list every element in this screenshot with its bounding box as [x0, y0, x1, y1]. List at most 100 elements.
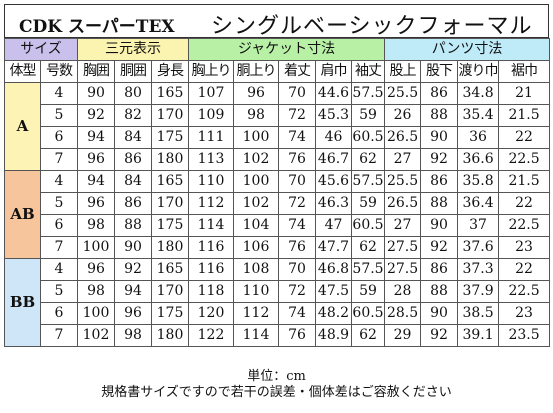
table-cell: 5 — [40, 104, 78, 127]
table-cell: 170 — [151, 280, 189, 303]
table-cell: 98 — [77, 280, 115, 303]
table-cell: 80 — [114, 82, 152, 105]
table-cell: 70 — [278, 258, 316, 281]
table-cell: 94 — [114, 280, 152, 303]
table-row: 7 102 98 180 122 114 76 48.9 62 29 92 39.1 23.5 — [5, 324, 551, 347]
table-row: 7 100 90 180 116 106 76 47.7 62 27.5 92 37.6 23 — [5, 236, 551, 259]
table-cell: 102 — [77, 324, 115, 347]
group-header-size: サイズ — [4, 38, 78, 61]
table-cell: 84 — [114, 170, 152, 193]
table-cell: 36 — [457, 126, 500, 149]
brand-title: CDK スーパーTEX — [19, 17, 175, 37]
table-cell: 180 — [151, 148, 189, 171]
table-cell: 165 — [151, 258, 189, 281]
table-row: BB 4 96 92 165 116 108 70 46.8 57.5 27.5 86 37.3 22 — [4, 258, 551, 347]
table-cell: 112 — [188, 192, 234, 215]
table-cell: 92 — [114, 258, 152, 281]
column-header: 股上 — [384, 60, 422, 83]
table-cell: 72 — [278, 280, 316, 303]
group-header-pants: パンツ寸法 — [384, 38, 551, 61]
table-cell: 90 — [420, 126, 459, 149]
table-cell: 7 — [40, 324, 78, 347]
table-cell: 22.5 — [498, 214, 551, 237]
table-cell: 94 — [77, 126, 115, 149]
table-cell: 29 — [384, 324, 422, 347]
table-cell: 111 — [188, 126, 234, 149]
table-cell: 112 — [233, 302, 279, 325]
table-cell: 22 — [498, 126, 551, 149]
unit-note: 単位：cm — [247, 369, 306, 384]
size-chart-table: サイズ 三元表示 ジャケット寸法 パンツ寸法 体型 号数 胸囲 胴囲 身長 胸上り 胴上り着… — [4, 38, 551, 347]
table-cell: 175 — [151, 302, 189, 325]
table-cell: 102 — [233, 148, 279, 171]
table-cell: 90 — [420, 302, 459, 325]
chart-body: A 4 90 80 165 107 96 70 44.6 57.5 25.5 86 34.8 21 5 92 8… — [4, 82, 551, 347]
table-cell: 7 — [40, 236, 78, 259]
table-cell: 86 — [420, 258, 459, 281]
table-cell: 46.8 — [315, 258, 352, 281]
table-cell: 106 — [233, 236, 279, 259]
group-header-jacket: ジャケット寸法 — [187, 38, 386, 61]
table-cell: 96 — [77, 192, 115, 215]
table-cell: 170 — [151, 192, 189, 215]
column-header-row: 体型 号数 胸囲 胴囲 身長 胸上り 胴上り 着丈 肩巾 袖丈 股上 股下 渡り巾 裾巾 — [4, 60, 551, 83]
table-cell: 37.9 — [457, 280, 500, 303]
table-cell: 4 — [40, 170, 78, 193]
table-cell: 74 — [278, 302, 316, 325]
table-cell: 46.7 — [315, 148, 352, 171]
table-cell: 59 — [350, 104, 386, 127]
table-cell: 96 — [233, 82, 279, 105]
table-cell: 48.9 — [315, 324, 352, 347]
table-cell: 5 — [40, 280, 78, 303]
table-cell: 84 — [114, 126, 152, 149]
table-cell: 26.5 — [384, 192, 422, 215]
table-cell: 27 — [384, 214, 422, 237]
table-cell: 100 — [77, 302, 115, 325]
table-cell: 57.5 — [350, 170, 386, 193]
table-cell: 36.6 — [457, 148, 500, 171]
table-cell: 37.3 — [457, 258, 500, 281]
column-header: 身長 — [151, 60, 189, 83]
table-cell: 92 — [77, 104, 115, 127]
table-cell: 25.5 — [384, 82, 422, 105]
body-type-cell: AB — [4, 170, 41, 259]
table-cell: 102 — [233, 192, 279, 215]
table-row: 6 94 84 175 111 100 74 46 60.5 26.5 90 36 22 — [5, 126, 551, 149]
table-cell: 27.5 — [384, 236, 422, 259]
table-cell: 86 — [114, 192, 152, 215]
table-cell: 60.5 — [350, 302, 386, 325]
table-cell: 107 — [188, 82, 234, 105]
table-row: 5 98 94 170 118 110 72 47.5 59 28 88 37.9 22.5 — [5, 280, 551, 303]
table-cell: 109 — [188, 104, 234, 127]
table-cell: 59 — [350, 192, 386, 215]
product-title: シングルベーシックフォーマル — [211, 14, 533, 39]
table-cell: 22 — [498, 258, 551, 281]
table-cell: 45.6 — [315, 170, 352, 193]
table-cell: 21 — [498, 82, 551, 105]
body-type-cell: A — [4, 82, 41, 171]
table-cell: 116 — [188, 258, 234, 281]
table-cell: 114 — [233, 324, 279, 347]
table-cell: 122 — [188, 324, 234, 347]
table-cell: 165 — [151, 170, 189, 193]
table-cell: 25.5 — [384, 170, 422, 193]
table-cell: 23 — [498, 302, 551, 325]
table-cell: 35.8 — [457, 170, 500, 193]
table-cell: 44.6 — [315, 82, 352, 105]
table-cell: 6 — [40, 126, 78, 149]
table-cell: 82 — [114, 104, 152, 127]
title-bar: CDK スーパーTEX シングルベーシックフォーマル — [4, 4, 549, 39]
table-cell: 76 — [278, 324, 316, 347]
column-header: 股下 — [420, 60, 459, 83]
table-cell: 26.5 — [384, 126, 422, 149]
table-row: 6 98 88 175 114 104 74 47 60.5 27 90 37 22.5 — [5, 214, 551, 237]
table-cell: 74 — [278, 126, 316, 149]
column-header: 渡り巾 — [457, 60, 500, 83]
table-cell: 98 — [77, 214, 115, 237]
table-cell: 37 — [457, 214, 500, 237]
table-cell: 47.7 — [315, 236, 352, 259]
table-cell: 48.2 — [315, 302, 352, 325]
table-row: 7 96 86 180 113 102 76 46.7 62 27 92 36.6 22.5 — [5, 148, 551, 171]
table-cell: 100 — [233, 170, 279, 193]
table-cell: 92 — [420, 324, 459, 347]
